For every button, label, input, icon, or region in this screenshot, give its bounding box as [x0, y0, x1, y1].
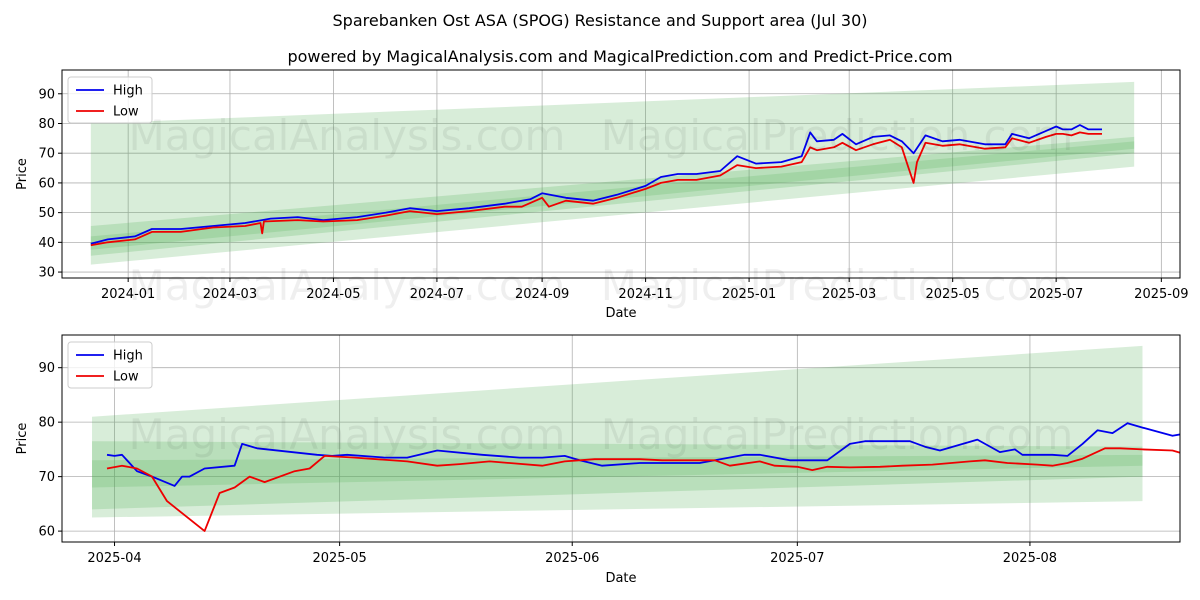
x-tick-label: 2024-03 [203, 287, 257, 302]
legend-label-low: Low [113, 105, 139, 120]
x-tick-label: 2024-09 [515, 287, 569, 302]
series-line-high [90, 124, 1102, 245]
watermark-text: MagicalAnalysis.com [129, 410, 566, 459]
x-tick-label: 2024-05 [306, 287, 360, 302]
plot-frame [61, 69, 1181, 279]
x-tick-label: 2024-07 [410, 287, 464, 302]
x-tick-label: 2025-05 [312, 551, 366, 566]
watermark-text: MagicalPrediction.com [601, 111, 1074, 160]
x-tick-label: 2025-06 [545, 551, 599, 566]
y-axis-label: Price [15, 158, 30, 190]
watermark-text: MagicalAnalysis.com [129, 261, 566, 310]
watermark-text: MagicalAnalysis.com [129, 111, 566, 160]
chart-title: Sparebanken Ost ASA (SPOG) Resistance an… [333, 11, 868, 30]
x-axis-label: Date [605, 571, 636, 586]
x-tick-label: 2025-07 [1029, 287, 1083, 302]
y-tick-label: 60 [38, 525, 55, 540]
series-line-low [106, 447, 1180, 532]
y-tick-label: 80 [38, 416, 55, 431]
y-tick-label: 50 [38, 206, 55, 221]
legend-label-low: Low [113, 370, 139, 385]
x-tick-label: 2025-05 [926, 287, 980, 302]
x-tick-label: 2025-07 [770, 551, 824, 566]
band-outer [92, 345, 1143, 518]
x-tick-label: 2025-09 [1134, 287, 1188, 302]
grid-lines [62, 335, 1180, 542]
x-tick-label: 2025-04 [87, 551, 141, 566]
chart-subtitle: powered by MagicalAnalysis.com and Magic… [287, 47, 952, 66]
legend-label-high: High [113, 349, 143, 364]
y-tick-label: 90 [38, 361, 55, 376]
series-line-high [106, 422, 1180, 487]
bottom-panel: MagicalAnalysis.com MagicalPrediction.com… [15, 334, 1181, 586]
y-tick-label: 80 [38, 117, 55, 132]
y-tick-label: 70 [38, 470, 55, 485]
watermark-text: MagicalPrediction.com [601, 410, 1074, 459]
y-tick-label: 90 [38, 87, 55, 102]
x-axis-label: Date [605, 306, 636, 321]
y-axis-label: Price [15, 423, 30, 455]
x-tick-label: 2024-11 [618, 287, 672, 302]
plot-frame [61, 334, 1181, 543]
x-tick-label: 2025-01 [722, 287, 776, 302]
watermark-text: MagicalPrediction.com [601, 261, 1074, 310]
legend: High Low [67, 341, 153, 389]
y-tick-label: 70 [38, 147, 55, 162]
legend: High Low [67, 76, 153, 124]
y-tick-label: 60 [38, 176, 55, 191]
x-tick-label: 2025-03 [822, 287, 876, 302]
y-tick-label: 40 [38, 236, 55, 251]
legend-label-high: High [113, 84, 143, 99]
x-tick-label: 2024-01 [101, 287, 155, 302]
x-tick-label: 2025-08 [1003, 551, 1057, 566]
band-outer [90, 81, 1135, 265]
grid-lines [62, 70, 1180, 278]
y-tick-label: 30 [38, 266, 55, 281]
series-line-low [90, 131, 1102, 247]
band-inner [92, 454, 1143, 488]
top-panel: MagicalAnalysis.com MagicalPrediction.com… [15, 69, 1189, 321]
